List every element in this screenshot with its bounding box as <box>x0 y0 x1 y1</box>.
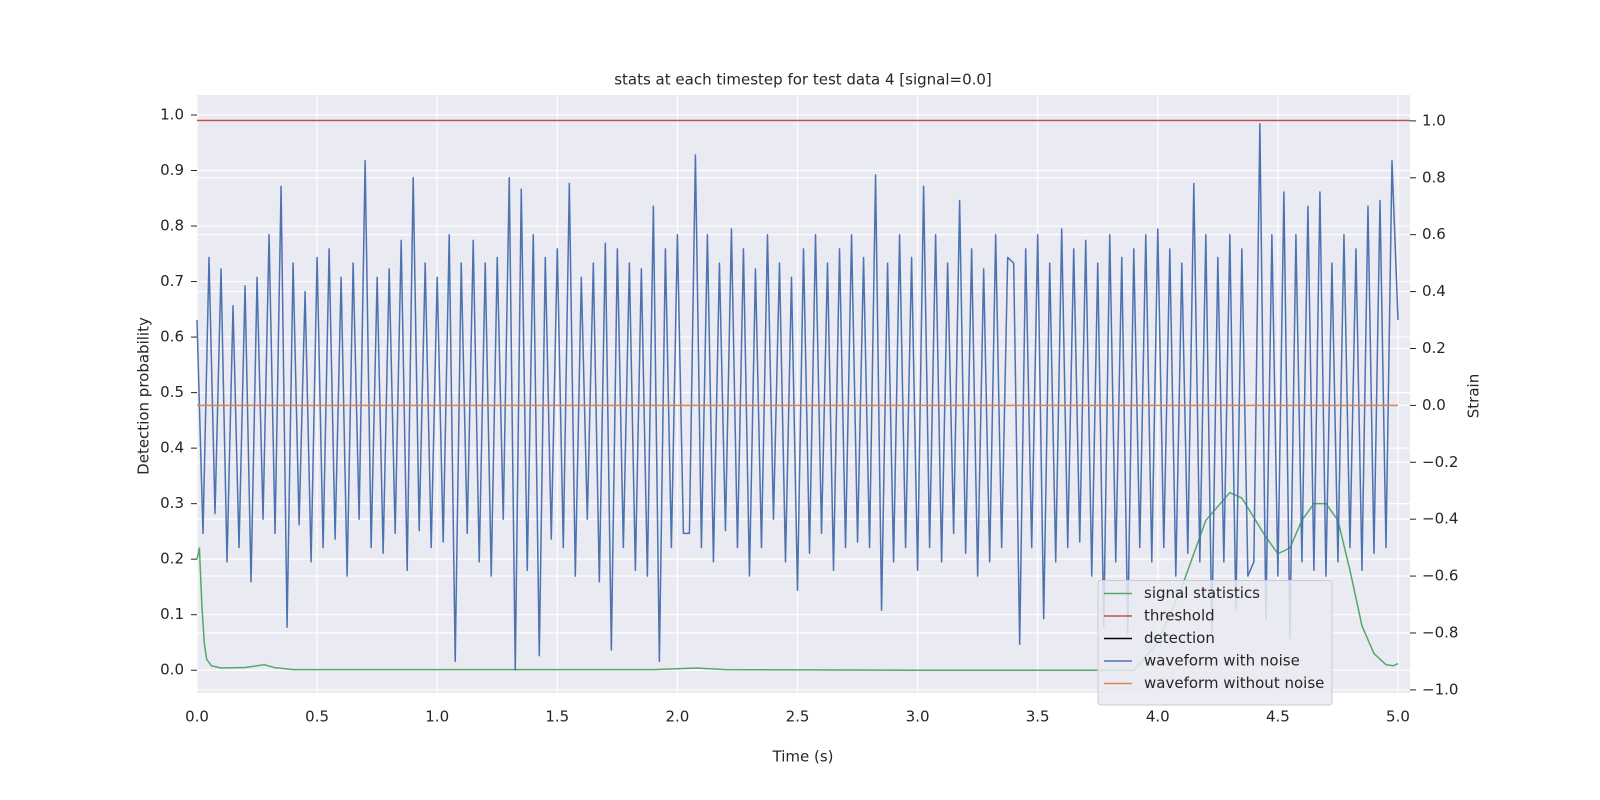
y-axis-label: Detection probability <box>135 317 153 475</box>
legend: signal statistics threshold detection wavef… <box>1097 580 1333 706</box>
y2-tick-label: −1.0 <box>1422 680 1458 698</box>
y2-tick-label: 0.0 <box>1422 396 1446 414</box>
y-tick-label: 0.7 <box>160 272 184 290</box>
y-tick-label: 0.8 <box>160 217 184 235</box>
x-tick-label: 0.5 <box>305 708 329 726</box>
y2-tick-label: −0.2 <box>1422 453 1458 471</box>
y2-tick-label: 0.2 <box>1422 339 1446 357</box>
x-tick-label: 1.0 <box>425 708 449 726</box>
y2-tick-label: 0.8 <box>1422 168 1446 186</box>
y-tick-label: 0.5 <box>160 383 184 401</box>
x-tick-label: 3.0 <box>906 708 930 726</box>
y-tick-label: 0.4 <box>160 439 184 457</box>
y2-tick-label: −0.6 <box>1422 567 1458 585</box>
y2-tick-label: −0.8 <box>1422 623 1458 641</box>
legend-label: detection <box>1144 629 1215 647</box>
series-line <box>196 122 1399 671</box>
x-tick-label: 4.0 <box>1146 708 1170 726</box>
x-tick-label: 3.5 <box>1026 708 1050 726</box>
y-tick-label: 1.0 <box>160 105 184 123</box>
x-axis-label: Time (s) <box>772 748 834 766</box>
y2-tick-label: 0.4 <box>1422 282 1446 300</box>
y2-tick-label: −0.4 <box>1422 510 1458 528</box>
y-tick-label: 0.3 <box>160 494 184 512</box>
legend-box <box>1097 580 1333 706</box>
y2-axis-label: Strain <box>1465 374 1483 418</box>
legend-label: waveform without noise <box>1144 674 1324 692</box>
y-tick-label: 0.0 <box>160 661 184 679</box>
legend-label: waveform with noise <box>1144 652 1300 670</box>
chart-title: stats at each timestep for test data 4 [… <box>614 71 992 89</box>
y2-tick-label: 0.6 <box>1422 225 1446 243</box>
y2-tick-label: 1.0 <box>1422 111 1446 129</box>
y-tick-label: 0.6 <box>160 328 184 346</box>
x-tick-label: 5.0 <box>1386 708 1410 726</box>
legend-label: threshold <box>1144 607 1215 625</box>
y-tick-label: 0.9 <box>160 161 184 179</box>
x-tick-label: 2.0 <box>665 708 689 726</box>
y-tick-label: 0.1 <box>160 605 184 623</box>
x-tick-label: 4.5 <box>1266 708 1290 726</box>
x-tick-label: 1.5 <box>545 708 569 726</box>
legend-label: signal statistics <box>1144 584 1260 602</box>
x-tick-label: 0.0 <box>185 708 209 726</box>
x-tick-label: 2.5 <box>786 708 810 726</box>
y-tick-label: 0.2 <box>160 550 184 568</box>
